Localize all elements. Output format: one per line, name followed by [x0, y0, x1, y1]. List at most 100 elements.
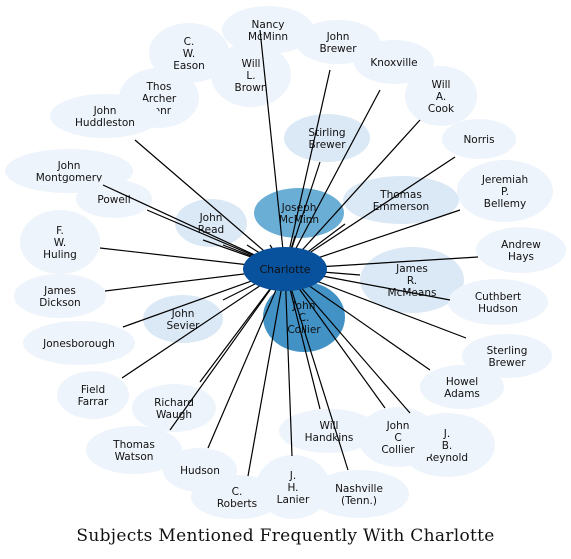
node-label-line: L.: [246, 70, 255, 82]
node-label-line: Sterling: [487, 345, 528, 357]
edge-hudson: [207, 268, 286, 449]
node-label-line: Brewer: [488, 357, 526, 369]
edge-j-h-lanier: [284, 268, 293, 457]
node-label-line: Montgomery: [36, 172, 103, 184]
node-label-line: Farrar: [78, 396, 109, 408]
node-label-line: James: [43, 285, 76, 297]
node-label-line: W.: [183, 48, 196, 60]
node-label-line: Collier: [381, 444, 415, 456]
node-label-line: John: [57, 160, 81, 172]
edge-knoxville: [284, 89, 381, 270]
node-label-line: Bellemy: [484, 198, 526, 210]
node-label-line: Eason: [173, 60, 205, 72]
node-label-line: Nashville: [335, 483, 383, 495]
node-nashville-tenn: Nashville(Tenn.): [309, 470, 409, 518]
node-label-line: Powell: [97, 194, 130, 206]
node-label-line: Thomas: [112, 439, 155, 451]
node-bubble: [211, 43, 291, 107]
node-bubble: [50, 94, 160, 138]
node-label-line: Jeremiah: [481, 174, 528, 186]
node-bubble: [23, 321, 135, 365]
node-label-line: H.: [287, 482, 298, 494]
node-knoxville: Knoxville: [354, 40, 434, 84]
node-bubble: [86, 426, 182, 474]
node-bubble: [222, 6, 314, 54]
node-bubble: [442, 119, 516, 159]
node-label-line: Hudson: [180, 465, 220, 477]
edge-nashville-tenn: [284, 268, 349, 471]
node-label-line: Read: [198, 224, 224, 236]
center-label: Charlotte: [259, 263, 310, 276]
node-bubble: [143, 295, 223, 343]
node-label-line: Emmerson: [373, 201, 429, 213]
node-label-line: Lanier: [277, 494, 310, 506]
node-label-line: Handkins: [305, 432, 354, 444]
edge-norris: [284, 156, 456, 270]
node-j-h-lanier: J.H.Lanier: [256, 455, 330, 519]
node-label-line: J.: [443, 428, 450, 440]
node-joseph-mcminn: JosephMcMinn: [254, 188, 344, 238]
node-label-line: Cook: [428, 103, 455, 115]
node-label-line: John: [93, 105, 117, 117]
node-bubble: [20, 210, 100, 274]
node-bubble: [358, 407, 438, 467]
node-label-line: Thos: [146, 81, 172, 93]
node-bubble: [462, 334, 552, 378]
node-bubble: [405, 66, 477, 126]
node-label-line: Will: [432, 79, 451, 91]
edge-will-a-cook: [284, 119, 421, 270]
node-label-line: Stirling: [308, 127, 345, 139]
node-label-line: Waugh: [156, 409, 192, 421]
node-bubble: [14, 274, 106, 318]
node-bubble: [420, 365, 504, 409]
node-label-line: J.: [289, 470, 296, 482]
node-norris: Norris: [442, 119, 516, 159]
node-label-line: Thomas: [379, 189, 422, 201]
node-label-line: John: [199, 212, 223, 224]
node-label-line: F.: [56, 225, 64, 237]
node-label-line: P.: [501, 186, 509, 198]
edge-john-brewer: [284, 69, 331, 270]
node-label-line: B.: [442, 440, 453, 452]
center-layer: Charlotte: [243, 247, 327, 291]
node-label-line: Huddleston: [75, 117, 135, 129]
node-label-line: Roberts: [217, 498, 257, 510]
edge-field-farrar: [121, 268, 286, 379]
node-bubble: [309, 470, 409, 518]
node-label-line: Brown: [235, 82, 268, 94]
node-label-line: Nancy: [252, 19, 285, 31]
edge-j-b-reynold: [284, 268, 411, 414]
node-label-line: Field: [81, 384, 105, 396]
center-bubble: [243, 247, 327, 291]
node-bubble: [175, 199, 247, 247]
node-label-line: Brewer: [319, 43, 357, 55]
node-label-line: Norris: [463, 134, 494, 146]
node-label-line: John: [171, 308, 195, 320]
node-label-line: Brewer: [308, 139, 346, 151]
node-bubble: [57, 371, 129, 419]
node-label-line: James: [395, 263, 428, 275]
node-label-line: Jonesborough: [42, 338, 115, 350]
node-label-line: Adams: [444, 388, 480, 400]
edge-john-c-collier-small: [284, 268, 386, 409]
node-label-line: C.: [184, 36, 195, 48]
edge-nancy-mcminn: [259, 29, 286, 270]
node-c-w-eason: C.W.Eason: [149, 23, 229, 83]
